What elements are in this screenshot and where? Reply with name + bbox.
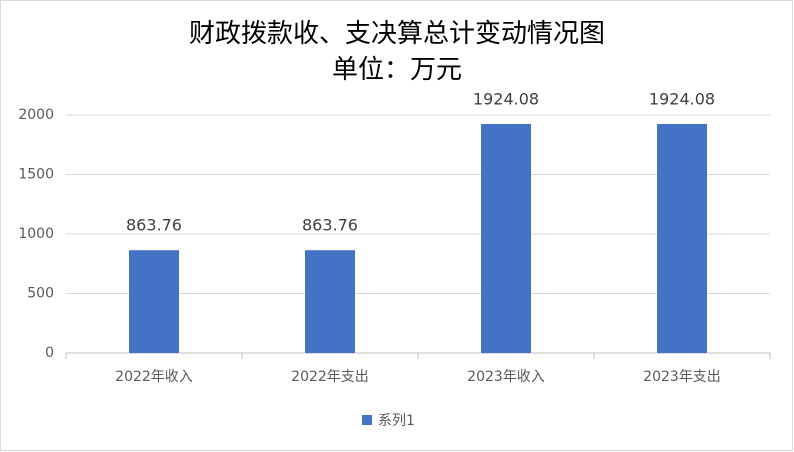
- data-label: 1924.08: [649, 90, 715, 109]
- bar: [657, 124, 707, 353]
- y-tick-label: 500: [27, 286, 54, 302]
- x-tick-label: 2023年支出: [643, 369, 721, 385]
- y-tick-label: 1500: [18, 167, 54, 183]
- bar: [305, 250, 355, 353]
- y-tick-label: 1000: [18, 226, 54, 242]
- data-label: 863.76: [302, 216, 358, 235]
- x-tick-label: 2023年收入: [467, 369, 545, 385]
- legend-swatch: [362, 415, 372, 425]
- x-tick-label: 2022年收入: [115, 369, 193, 385]
- legend-label: 系列1: [378, 413, 415, 429]
- y-tick-label: 2000: [18, 107, 54, 123]
- bar: [129, 250, 179, 353]
- chart-title: 财政拨款收、支决算总计变动情况图: [189, 19, 605, 48]
- bar: [481, 124, 531, 353]
- data-label: 1924.08: [473, 90, 539, 109]
- data-label: 863.76: [126, 216, 182, 235]
- y-tick-label: 0: [45, 345, 54, 361]
- chart-subtitle: 单位：万元: [332, 55, 462, 84]
- x-tick-label: 2022年支出: [291, 369, 369, 385]
